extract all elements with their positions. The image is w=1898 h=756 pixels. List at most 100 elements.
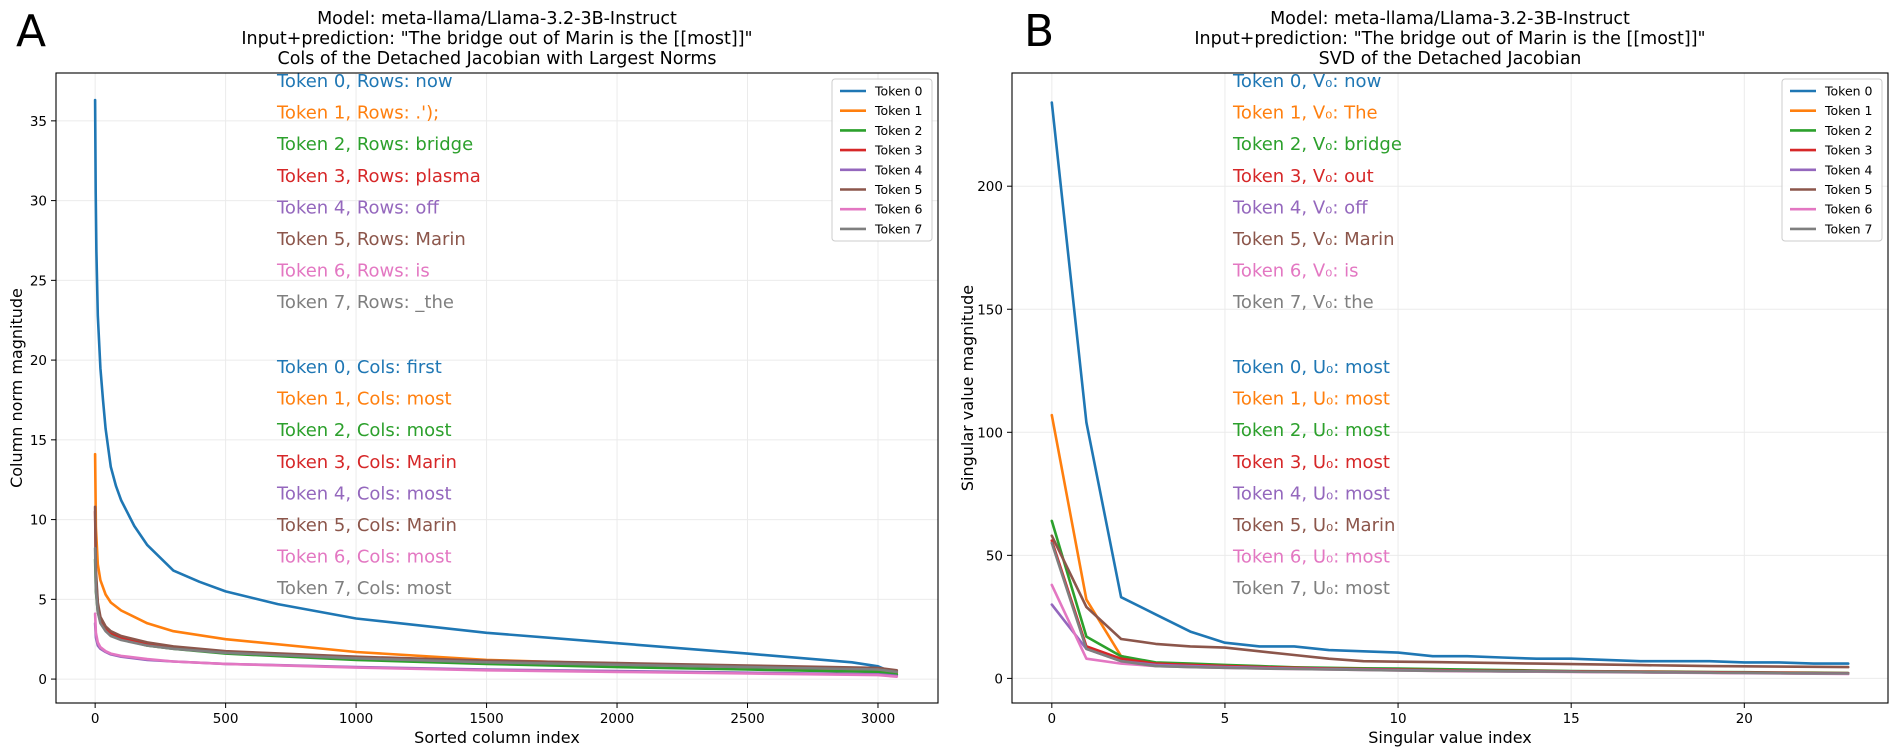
token-annotation: Token 1, V₀: The [1232,103,1378,124]
token-annotation: Token 1, Cols: most [276,389,452,410]
token-annotation: Token 2, U₀: most [1232,420,1390,441]
chart-title-line: Model: meta-llama/Llama-3.2-3B-Instruct [317,9,677,29]
x-tick-label: 500 [213,711,239,727]
token-annotation: Token 7, V₀: the [1232,292,1374,313]
series-line-token-1 [1050,413,1850,675]
token-annotation: Token 0, U₀: most [1232,357,1390,378]
token-annotation: Token 7, Rows: _the [276,292,454,313]
x-tick-label: 2500 [730,711,764,727]
series-line-token-3 [1050,539,1850,675]
token-annotation: Token 3, V₀: out [1232,166,1374,187]
y-tick-label: 20 [30,353,47,369]
y-tick-label: 30 [30,194,47,210]
token-annotation: Token 6, U₀: most [1232,547,1390,568]
token-annotation: Token 1, Rows: .'); [276,103,439,124]
series-line-token-2 [1050,519,1850,675]
series-line-token-7 [93,546,899,674]
y-tick-label: 15 [30,433,47,449]
token-annotation: Token 7, Cols: most [276,578,452,599]
legend-label: Token 7 [1824,221,1873,236]
token-annotation: Token 6, Cols: most [276,547,452,568]
chart-title-line: Input+prediction: "The bridge out of Mar… [241,29,752,49]
token-annotation: Token 5, Cols: Marin [276,515,457,536]
token-annotation: Token 2, V₀: bridge [1232,134,1402,155]
legend-label: Token 1 [874,103,923,118]
series-line-token-7 [1050,541,1850,675]
series-line-token-0 [1050,101,1850,665]
series-group [93,98,899,679]
token-annotation: Token 5, V₀: Marin [1232,229,1395,250]
y-tick-label: 25 [30,273,47,289]
x-tick-label: 15 [1563,711,1580,727]
legend-label: Token 1 [1824,103,1873,118]
token-annotation: Token 0, Rows: now [276,71,453,92]
token-annotation: Token 3, Cols: Marin [276,452,457,473]
token-annotation: Token 4, Cols: most [276,483,452,504]
legend-label: Token 3 [874,143,923,158]
token-annotation: Token 4, Rows: off [276,197,439,218]
panel-label: B [1024,6,1054,57]
chart-title-line: SVD of the Detached Jacobian [1319,49,1582,69]
token-annotation: Token 0, V₀: now [1232,71,1381,92]
legend-label: Token 6 [874,202,923,217]
legend-label: Token 4 [874,162,923,177]
series-line-token-3 [93,510,899,673]
series-line-token-6 [93,612,899,679]
y-tick-label: 200 [977,179,1003,195]
y-tick-label: 50 [986,548,1003,564]
series-line-token-5 [1050,534,1850,669]
x-tick-label: 20 [1736,711,1753,727]
series-group [1050,101,1850,676]
y-tick-label: 35 [30,114,47,130]
x-tick-label: 0 [91,711,100,727]
token-annotation: Token 5, U₀: Marin [1232,515,1395,536]
chart-panel-b: B Model: meta-llama/Llama-3.2-3B-Instruct… [958,6,1889,747]
y-axis-label: Column norm magnitude [7,288,26,488]
y-tick-label: 150 [977,302,1003,318]
legend-label: Token 4 [1824,162,1873,177]
x-tick-label: 10 [1389,711,1406,727]
series-line-token-0 [93,98,899,676]
token-annotation: Token 3, Rows: plasma [276,166,481,187]
x-tick-label: 1500 [469,711,503,727]
legend-label: Token 0 [1824,84,1873,99]
chart-title-line: Input+prediction: "The bridge out of Mar… [1194,29,1705,49]
token-annotation: Token 3, U₀: most [1232,452,1390,473]
legend-label: Token 2 [874,123,923,138]
x-tick-label: 0 [1048,711,1057,727]
panel-label: A [16,6,46,57]
legend-label: Token 6 [1824,202,1873,217]
legend-label: Token 2 [1824,123,1873,138]
token-annotation: Token 4, V₀: off [1232,197,1368,218]
axes-frame [1011,72,1889,704]
x-tick-label: 5 [1221,711,1230,727]
legend: Token 0 Token 1 Token 2 Token 3 Token 4 Token… [831,78,933,242]
token-annotation: Token 5, Rows: Marin [276,229,466,250]
token-annotation: Token 0, Cols: first [276,357,442,378]
y-tick-label: 5 [38,592,47,608]
x-tick-label: 2000 [600,711,634,727]
legend-label: Token 0 [874,84,923,99]
chart-title-line: Cols of the Detached Jacobian with Large… [277,49,716,69]
legend-box [1781,78,1883,242]
legend-box [831,78,933,242]
y-tick-label: 100 [977,425,1003,441]
series-line-token-1 [93,452,899,675]
token-annotation: Token 7, U₀: most [1232,578,1390,599]
legend-label: Token 3 [1824,143,1873,158]
token-annotation: Token 6, Rows: is [276,261,430,282]
token-annotation: Token 2, Rows: bridge [276,134,473,155]
x-axis-label: Sorted column index [414,728,580,747]
token-annotation: Token 2, Cols: most [276,420,452,441]
legend: Token 0 Token 1 Token 2 Token 3 Token 4 Token… [1781,78,1883,242]
y-tick-label: 0 [994,671,1003,687]
chart-panel-a: A Model: meta-llama/Llama-3.2-3B-Instruct… [7,6,939,747]
series-line-token-5 [93,505,899,672]
y-tick-label: 0 [38,672,47,688]
token-annotation: Token 6, V₀: is [1232,261,1359,282]
x-tick-label: 3000 [861,711,895,727]
legend-label: Token 5 [1824,182,1873,197]
axes-frame [55,72,939,704]
y-axis-label: Singular value magnitude [958,285,977,491]
